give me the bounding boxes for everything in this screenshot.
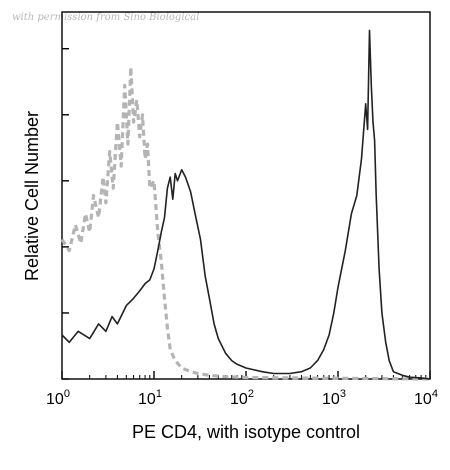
series-line-1 [61, 29, 431, 380]
x-tick-base: 10 [138, 391, 156, 408]
x-tick-base: 10 [414, 391, 432, 408]
x-tick-base: 10 [230, 391, 248, 408]
watermark-text: with permission from Sino Biological [12, 12, 199, 23]
y-axis-title: Relative Cell Number [22, 111, 42, 281]
x-tick-label-4: 104 [414, 388, 438, 408]
x-axis-ticks: 100 101 102 103 104 [46, 371, 438, 408]
x-tick-label-3: 103 [322, 388, 346, 408]
x-tick-exponent: 0 [64, 388, 70, 400]
x-axis-title: PE CD4, with isotype control [132, 422, 360, 442]
series-line-0 [60, 65, 431, 381]
x-tick-label-0: 100 [46, 388, 70, 408]
x-tick-exponent: 1 [156, 388, 162, 400]
series-group [60, 29, 431, 381]
x-tick-exponent: 3 [340, 388, 346, 400]
x-tick-label-1: 101 [138, 388, 162, 408]
x-tick-exponent: 2 [248, 388, 254, 400]
x-tick-base: 10 [46, 391, 64, 408]
x-tick-base: 10 [322, 391, 340, 408]
y-axis-ticks [62, 48, 69, 380]
x-tick-label-2: 102 [230, 388, 254, 408]
x-tick-exponent: 4 [432, 388, 438, 400]
